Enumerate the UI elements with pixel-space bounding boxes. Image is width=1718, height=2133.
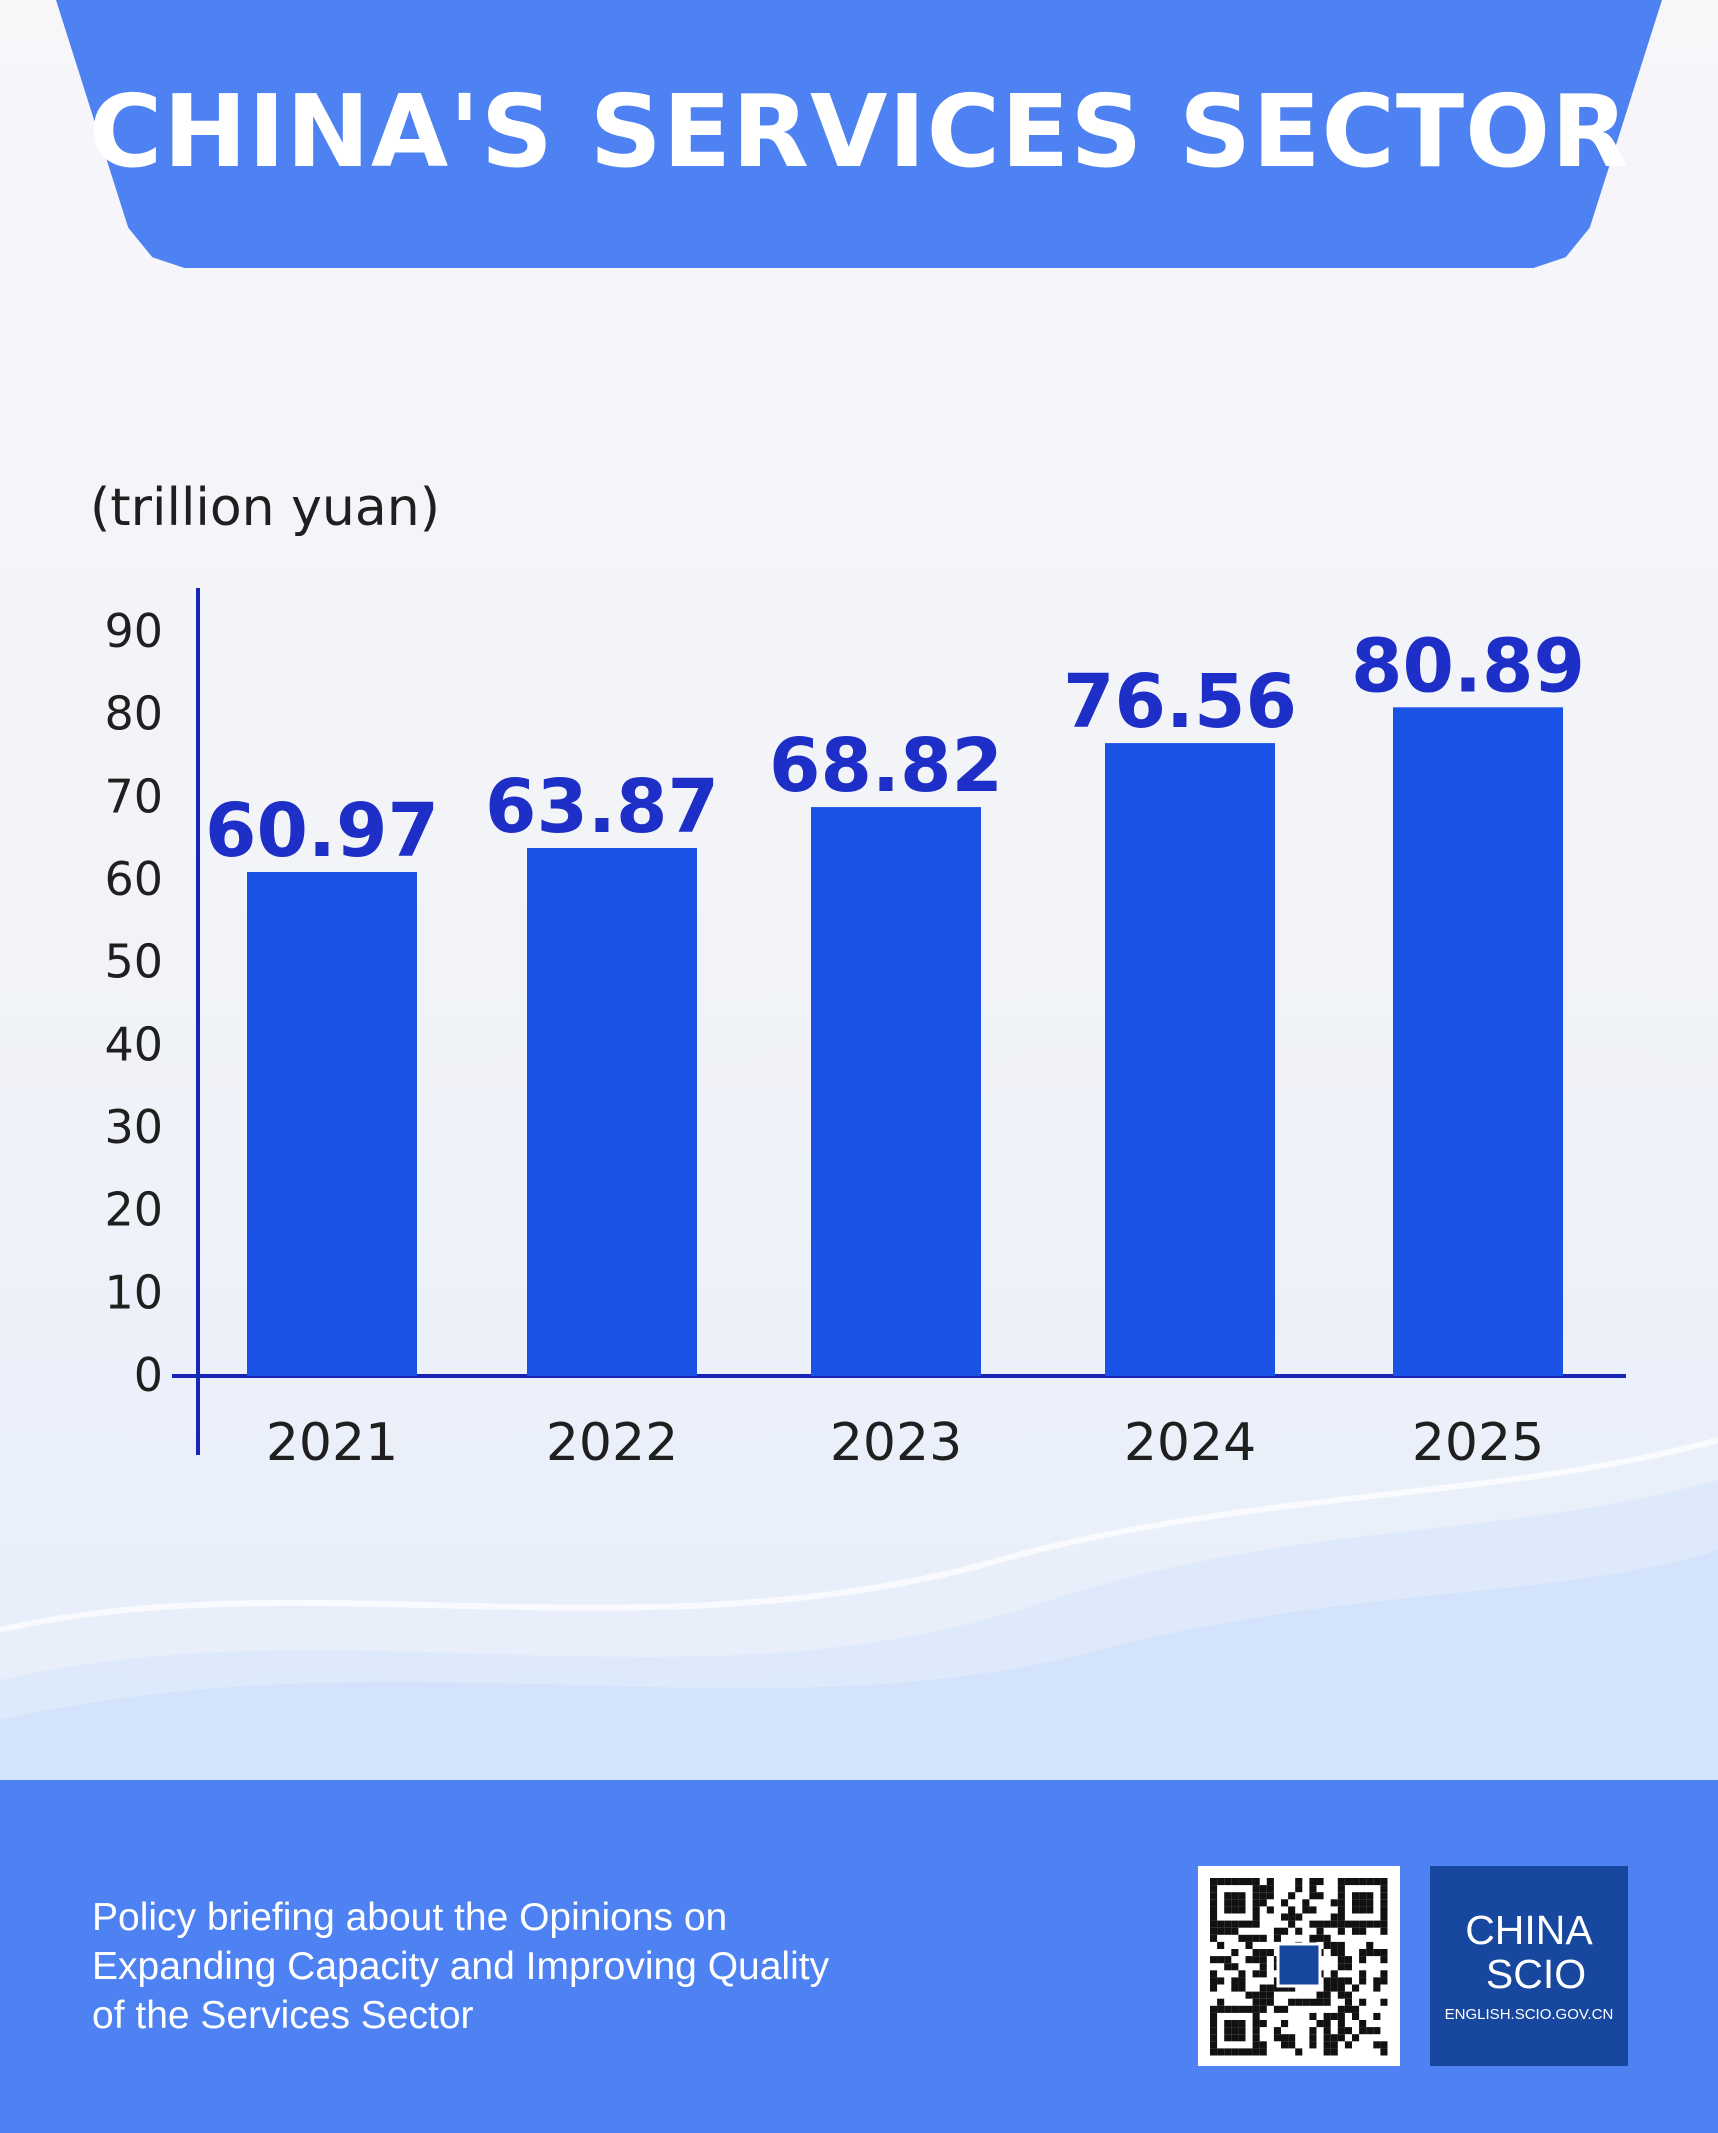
bar-value-label: 76.56 — [1063, 659, 1297, 745]
bar — [1105, 743, 1275, 1376]
y-tick-label: 10 — [104, 1265, 163, 1319]
y-tick-label: 50 — [104, 935, 163, 989]
footer-caption-line: of the Services Sector — [92, 1994, 474, 2037]
y-tick-label: 90 — [104, 604, 163, 658]
y-tick-label: 40 — [104, 1017, 163, 1071]
logo-url: ENGLISH.SCIO.GOV.CN — [1444, 2006, 1614, 2023]
y-axis-unit-label: (trillion yuan) — [90, 478, 440, 538]
bar — [247, 871, 417, 1376]
wave-decoration — [0, 1437, 1718, 1780]
bar — [811, 807, 981, 1376]
y-tick-label: 80 — [104, 687, 163, 741]
footer-caption: Policy briefing about the Opinions on Ex… — [92, 1893, 992, 2040]
title-banner — [56, 0, 1662, 268]
page-title: CHINA'S SERVICES SECTOR — [88, 72, 1630, 190]
y-tick-label: 60 — [104, 852, 163, 906]
bar — [1393, 707, 1563, 1376]
y-tick-label: 20 — [104, 1183, 163, 1237]
x-tick-label: 2023 — [830, 1413, 962, 1473]
bar-value-label: 63.87 — [485, 764, 719, 850]
bar-value-label: 80.89 — [1351, 623, 1585, 709]
x-tick-label: 2025 — [1412, 1413, 1544, 1473]
qr-code-icon[interactable] — [1198, 1866, 1400, 2066]
logo-text-scio: SCIO — [1485, 1951, 1587, 1997]
logo-text-china: CHINA — [1465, 1907, 1593, 1953]
x-tick-label: 2021 — [266, 1413, 398, 1473]
y-tick-label: 0 — [134, 1348, 163, 1402]
x-tick-label: 2024 — [1124, 1413, 1256, 1473]
y-tick-label: 30 — [104, 1100, 163, 1154]
footer-caption-line: Expanding Capacity and Improving Quality — [92, 1945, 830, 1988]
y-tick-label: 70 — [104, 769, 163, 823]
x-tick-label: 2022 — [546, 1413, 678, 1473]
footer-caption-line: Policy briefing about the Opinions on — [92, 1896, 728, 1939]
bar-value-label: 60.97 — [205, 788, 439, 874]
bar-value-label: 68.82 — [769, 723, 1003, 809]
bar — [527, 848, 697, 1376]
china-scio-logo[interactable]: CHINA SCIO ENGLISH.SCIO.GOV.CN — [1430, 1866, 1628, 2066]
bar-chart: 0 10 20 30 40 50 60 70 80 90 60.97 2021 63.87 2022 68.… — [104, 588, 1626, 1473]
